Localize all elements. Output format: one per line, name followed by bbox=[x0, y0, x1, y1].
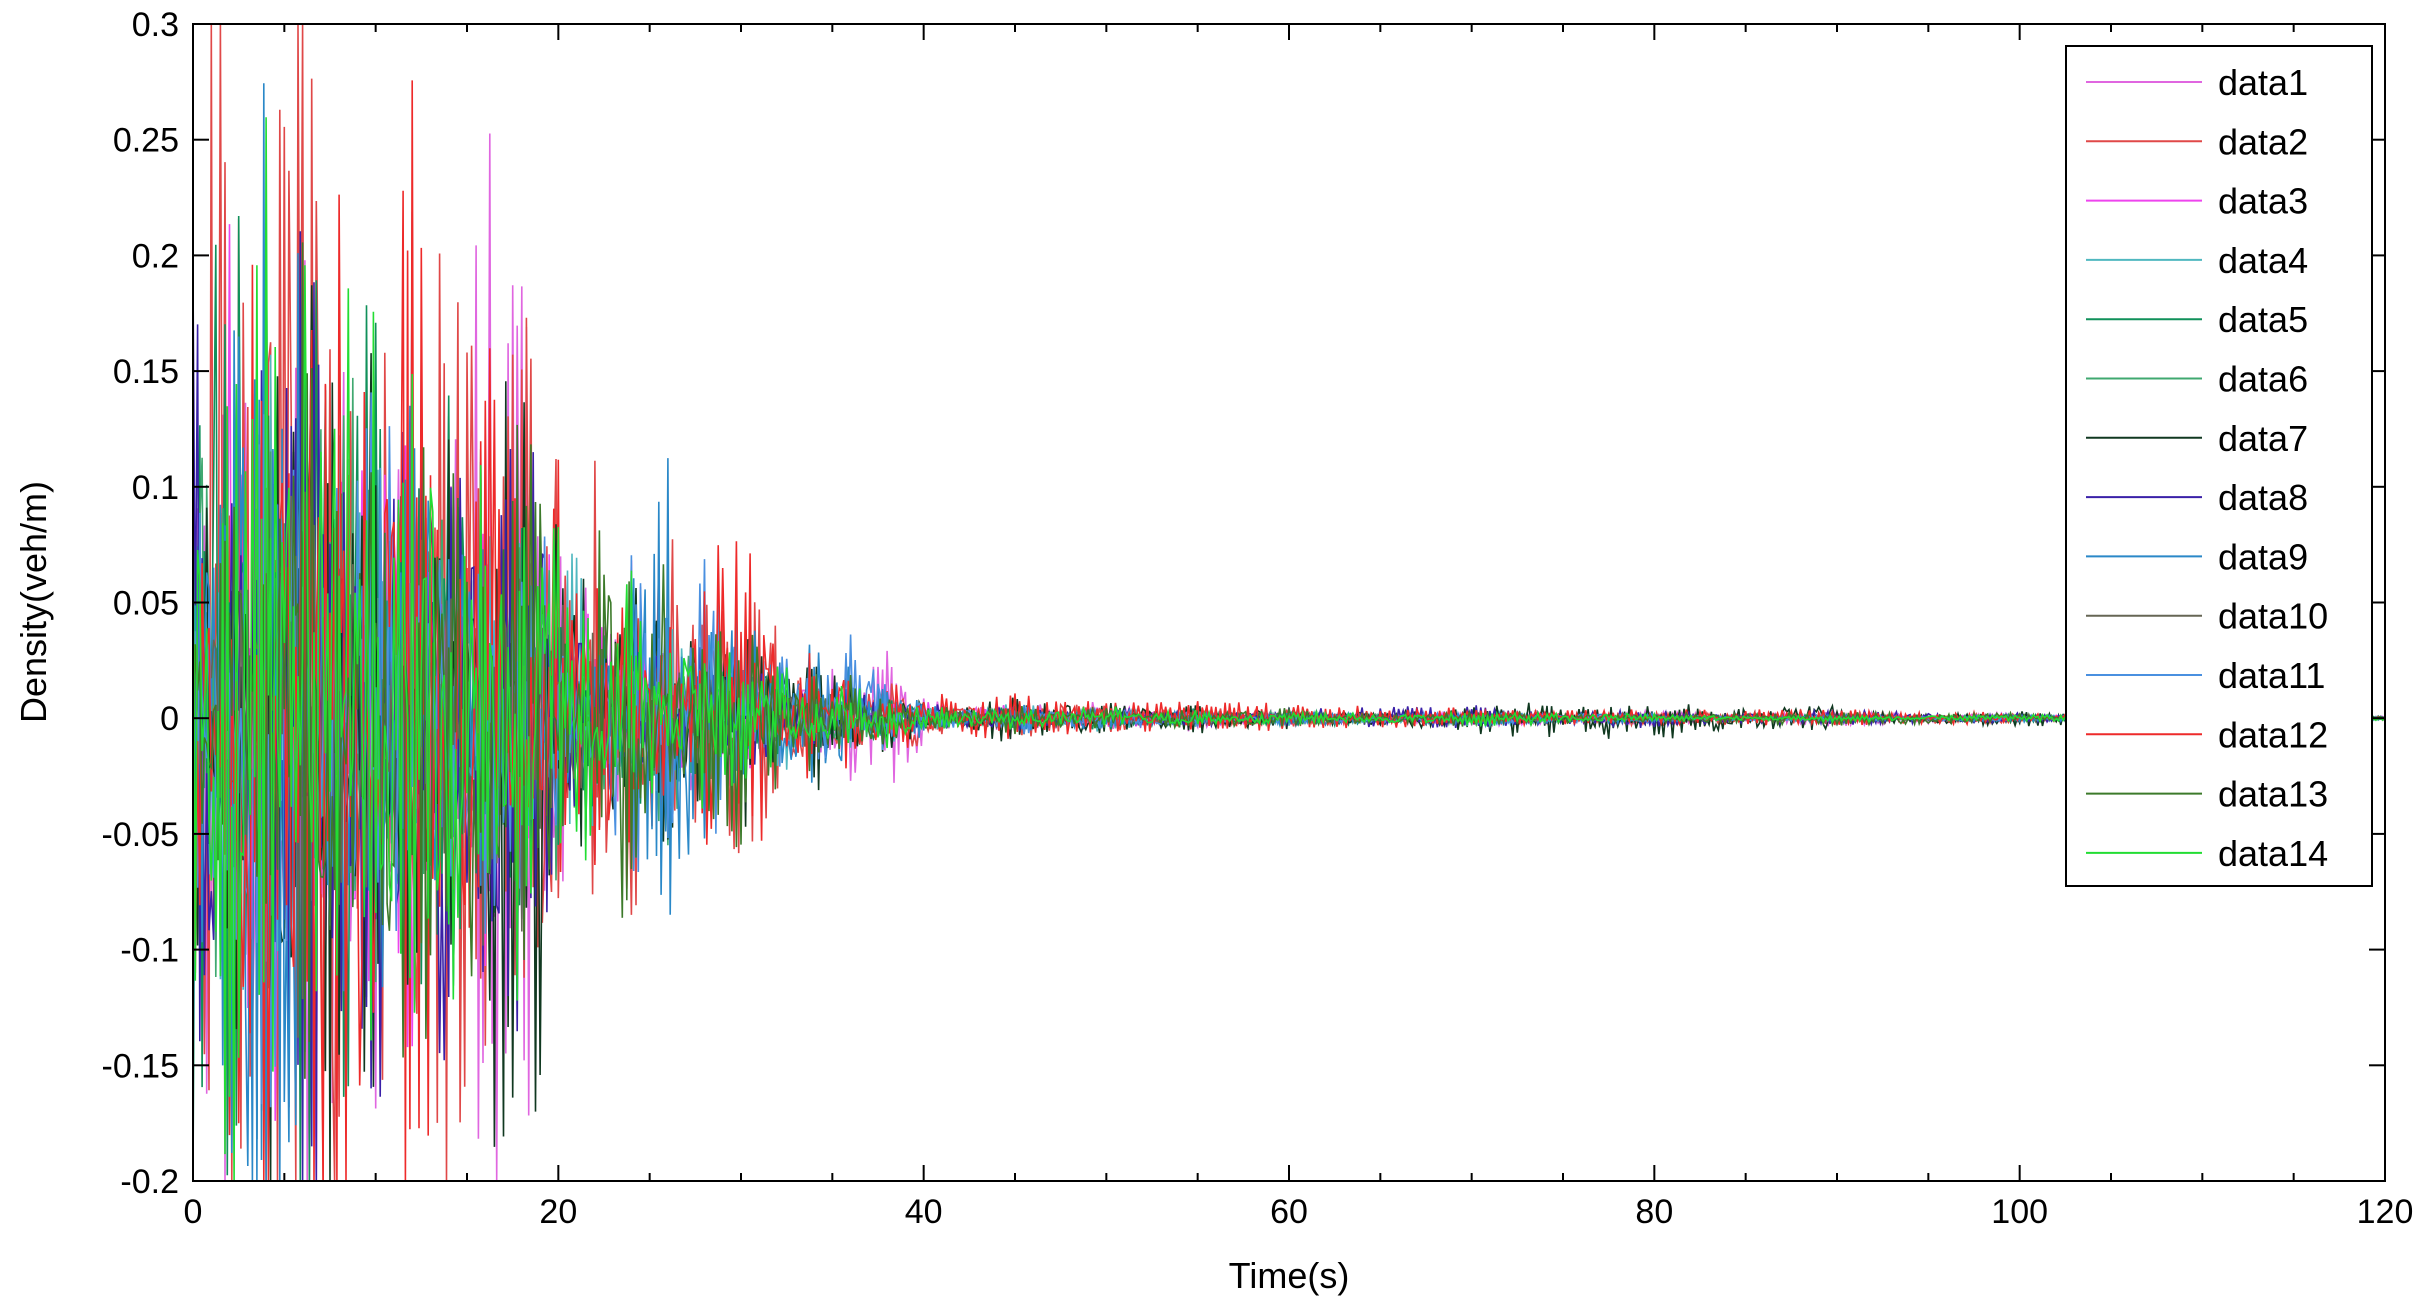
y-tick-label: -0.05 bbox=[102, 816, 180, 854]
y-tick-label: 0.2 bbox=[132, 237, 179, 275]
y-tick-label: 0.25 bbox=[113, 122, 179, 160]
legend: data1 data2 data3 data4 data5 data6 data7 data8… bbox=[2065, 45, 2373, 887]
series-layer bbox=[192, 23, 2386, 1182]
y-tick-label: 0.1 bbox=[132, 469, 179, 507]
legend-label-data10: data10 bbox=[2218, 596, 2328, 637]
series-line-data9 bbox=[192, 83, 2386, 1182]
legend-label-data4: data4 bbox=[2218, 240, 2308, 281]
y-tick-label: -0.1 bbox=[120, 932, 179, 970]
legend-label-data13: data13 bbox=[2218, 774, 2328, 815]
x-tick-label: 0 bbox=[184, 1193, 203, 1231]
legend-box bbox=[2065, 45, 2373, 887]
y-tick-label: 0.3 bbox=[132, 6, 179, 44]
legend-label-data3: data3 bbox=[2218, 181, 2308, 222]
legend-label-data2: data2 bbox=[2218, 121, 2308, 162]
x-axis-label: Time(s) bbox=[1229, 1255, 1350, 1296]
series-line-data13 bbox=[192, 242, 2386, 1079]
legend-label-data5: data5 bbox=[2218, 299, 2308, 340]
y-tick-label: 0 bbox=[160, 700, 179, 738]
legend-label-data7: data7 bbox=[2218, 418, 2308, 459]
legend-label-data6: data6 bbox=[2218, 359, 2308, 400]
x-tick-label: 60 bbox=[1270, 1193, 1308, 1231]
tick-labels-layer: 0 20 40 60 80 100 120 -0.2 -0.15 -0.1 -0.05 0 0.05 0.… bbox=[102, 6, 2414, 1231]
series-line-data14 bbox=[192, 117, 2386, 1182]
x-tick-label: 20 bbox=[539, 1193, 577, 1231]
x-tick-label: 100 bbox=[1991, 1193, 2048, 1231]
x-tick-label: 80 bbox=[1635, 1193, 1673, 1231]
y-tick-label: 0.05 bbox=[113, 585, 179, 623]
legend-label-data9: data9 bbox=[2218, 536, 2308, 577]
legend-label-data14: data14 bbox=[2218, 833, 2328, 874]
ticks-layer bbox=[192, 23, 2386, 1182]
legend-label-data1: data1 bbox=[2218, 62, 2308, 103]
legend-label-data12: data12 bbox=[2218, 714, 2328, 755]
x-tick-label: 40 bbox=[905, 1193, 943, 1231]
y-tick-label: -0.15 bbox=[102, 1047, 180, 1085]
legend-items: data1 data2 data3 data4 data5 data6 data7 data8… bbox=[2086, 62, 2328, 874]
legend-label-data8: data8 bbox=[2218, 477, 2308, 518]
y-axis-label: Density(veh/m) bbox=[13, 481, 54, 723]
legend-label-data11: data11 bbox=[2218, 655, 2325, 696]
y-tick-label: 0.15 bbox=[113, 353, 179, 391]
y-tick-label: -0.2 bbox=[120, 1163, 179, 1201]
x-tick-label: 120 bbox=[2357, 1193, 2414, 1231]
